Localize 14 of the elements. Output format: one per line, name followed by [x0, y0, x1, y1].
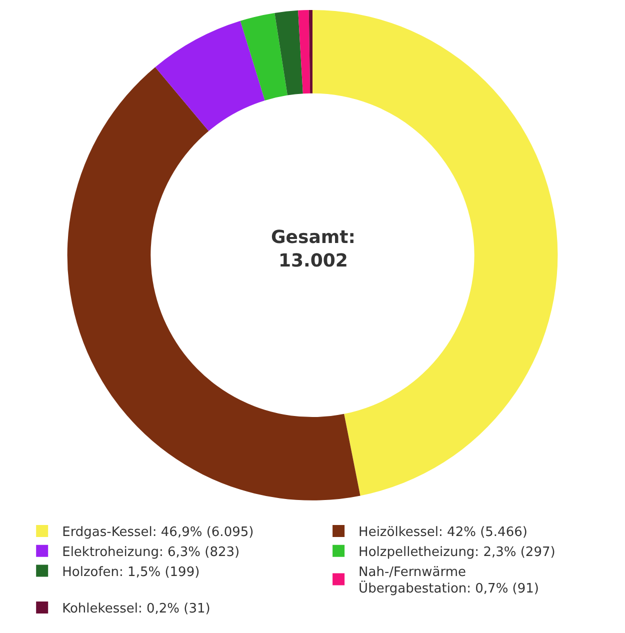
donut-slice [274, 10, 303, 96]
donut-slice [240, 12, 288, 101]
donut-slice [67, 67, 360, 500]
donut-slice [155, 20, 265, 132]
legend-label: Nah-/Fernwärme Übergabestation: 0,7% (91) [358, 564, 540, 597]
legend-label: Erdgas-Kessel: 46,9% (6.095) [62, 525, 254, 540]
legend-label: Holzofen: 1,5% (199) [62, 564, 200, 580]
legend-label: Elektroheizung: 6,3% (823) [62, 544, 240, 560]
legend-label: Heizölkessel: 42% (5.466) [358, 525, 528, 540]
text: Gesamt: 13.002 [271, 227, 356, 272]
donut-slice [298, 10, 310, 94]
legend-label: Kohlekessel: 0,2% (31) [62, 602, 210, 617]
donut-slice [308, 10, 312, 94]
legend-label: Holzpelletheizung: 2,3% (297) [358, 544, 556, 560]
